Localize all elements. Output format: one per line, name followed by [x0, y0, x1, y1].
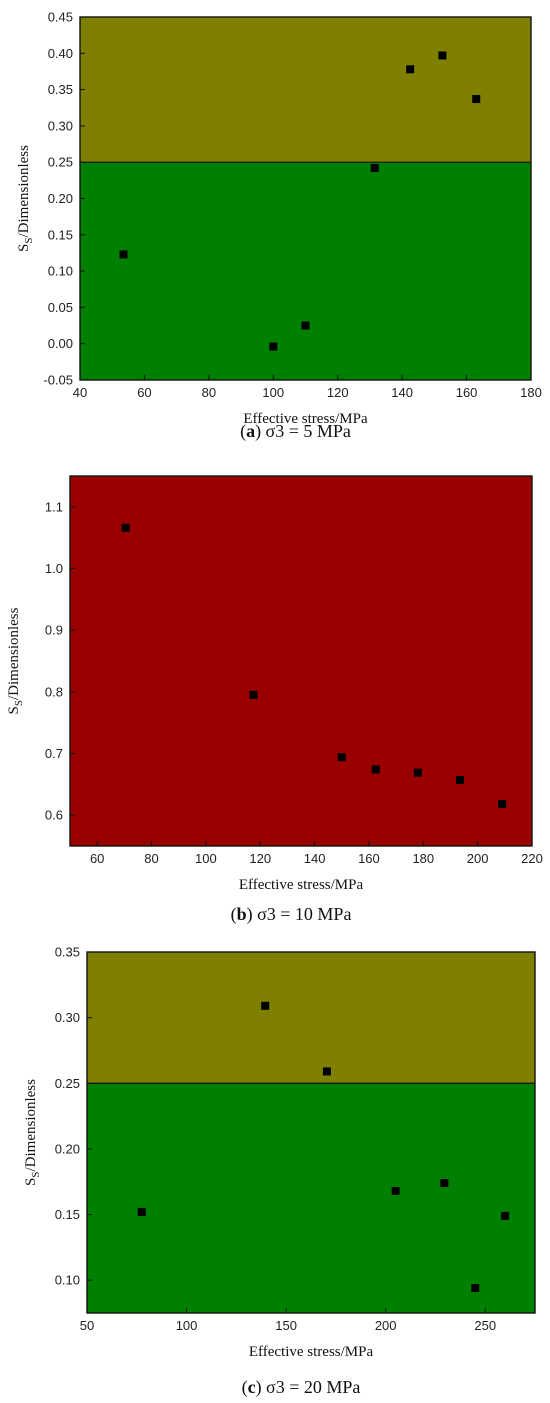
x-tick-label: 100: [262, 385, 284, 400]
data-point: [261, 1001, 270, 1010]
x-tick-label: 40: [73, 385, 87, 400]
plot-frame: [86, 951, 536, 1314]
panel-caption: (b) σ3 = 10 MPa: [231, 904, 352, 925]
x-tick-label: 150: [275, 1318, 297, 1333]
x-tick-label: 200: [467, 851, 489, 866]
background-band: [87, 952, 535, 1084]
y-tick-label: 0.6: [45, 808, 63, 823]
y-tick-label: 0.40: [48, 46, 73, 61]
data-point: [391, 1186, 400, 1195]
background-band: [80, 162, 531, 380]
data-point: [137, 1207, 146, 1216]
data-point: [498, 800, 507, 809]
data-point: [371, 765, 380, 774]
data-point: [119, 250, 128, 259]
y-tick-label: 0.20: [48, 191, 73, 206]
x-tick-label: 160: [456, 385, 478, 400]
y-tick-label: 0.05: [48, 300, 73, 315]
x-tick-label: 120: [249, 851, 271, 866]
x-tick-label: 60: [90, 851, 104, 866]
background-band: [80, 17, 531, 163]
x-axis-label: Effective stress/MPa: [249, 1344, 374, 1360]
y-tick-label: 1.0: [45, 561, 63, 576]
y-tick-label: 0.00: [48, 336, 73, 351]
x-tick-label: 180: [520, 385, 542, 400]
plot-frame: [69, 475, 533, 847]
y-tick-label: 0.9: [45, 623, 63, 638]
x-tick-label: 80: [144, 851, 158, 866]
y-axis-label: SS/Dimensionless: [16, 145, 35, 252]
data-point: [440, 1179, 449, 1188]
panel-caption: (a) σ3 = 5 MPa: [240, 421, 351, 442]
x-tick-label: 250: [474, 1318, 496, 1333]
data-point: [301, 321, 310, 330]
x-tick-label: 220: [521, 851, 543, 866]
y-tick-label: -0.05: [43, 373, 73, 388]
y-tick-label: 0.20: [55, 1141, 80, 1156]
y-tick-label: 0.30: [55, 1010, 80, 1025]
x-tick-label: 60: [137, 385, 151, 400]
y-axis-label: SS/Dimensionless: [23, 1079, 42, 1186]
y-tick-label: 0.7: [45, 746, 63, 761]
y-tick-label: 0.10: [48, 264, 73, 279]
data-point: [438, 51, 447, 60]
y-axis-label: SS/Dimensionless: [6, 607, 25, 714]
x-tick-label: 140: [391, 385, 413, 400]
y-tick-label: 0.8: [45, 684, 63, 699]
y-tick-label: 0.15: [55, 1207, 80, 1222]
y-tick-label: 0.25: [48, 155, 73, 170]
x-tick-label: 100: [195, 851, 217, 866]
chart-panel-c: 50 100 150 200 250 0.10 0.15 0.20 0.25 0.30 0.35 Ef…: [23, 945, 536, 1398]
x-tick-label: 80: [202, 385, 216, 400]
background-band: [70, 476, 532, 846]
data-point: [455, 776, 464, 785]
x-tick-label: 140: [304, 851, 326, 866]
x-tick-label: 180: [412, 851, 434, 866]
y-tick-label: 1.1: [45, 499, 63, 514]
data-point: [337, 753, 346, 762]
x-tick-label: 200: [375, 1318, 397, 1333]
y-tick-label: 0.35: [48, 82, 73, 97]
data-point: [413, 768, 422, 777]
data-point: [472, 95, 481, 104]
x-tick-label: 120: [327, 385, 349, 400]
data-point: [471, 1284, 480, 1293]
chart-panel-b: 60 80 100 120 140 160 180 200 220 0.6 0.7 0.8 0.9 1.0…: [6, 475, 543, 925]
data-point: [121, 523, 130, 532]
x-tick-label: 160: [358, 851, 380, 866]
panel-caption: (c) σ3 = 20 MPa: [242, 1377, 361, 1398]
y-tick-label: 0.45: [48, 10, 73, 25]
y-tick-label: 0.10: [55, 1273, 80, 1288]
x-axis-label: Effective stress/MPa: [239, 877, 364, 893]
y-tick-label: 0.30: [48, 118, 73, 133]
data-point: [322, 1067, 331, 1076]
data-point: [249, 690, 258, 699]
data-point: [370, 164, 379, 173]
background-band: [87, 1083, 535, 1313]
data-point: [269, 342, 278, 351]
chart-panel-a: 40 60 80 100 120 140 160 180 -0.05 0.00 0.05 0.10 0.…: [16, 10, 542, 443]
data-point: [406, 65, 415, 74]
y-tick-label: 0.25: [55, 1076, 80, 1091]
x-axis-label: Effective stress/MPa: [243, 411, 368, 427]
x-tick-label: 100: [176, 1318, 198, 1333]
data-point: [501, 1211, 510, 1220]
y-tick-label: 0.15: [48, 227, 73, 242]
x-tick-label: 50: [80, 1318, 94, 1333]
y-tick-label: 0.35: [55, 945, 80, 960]
